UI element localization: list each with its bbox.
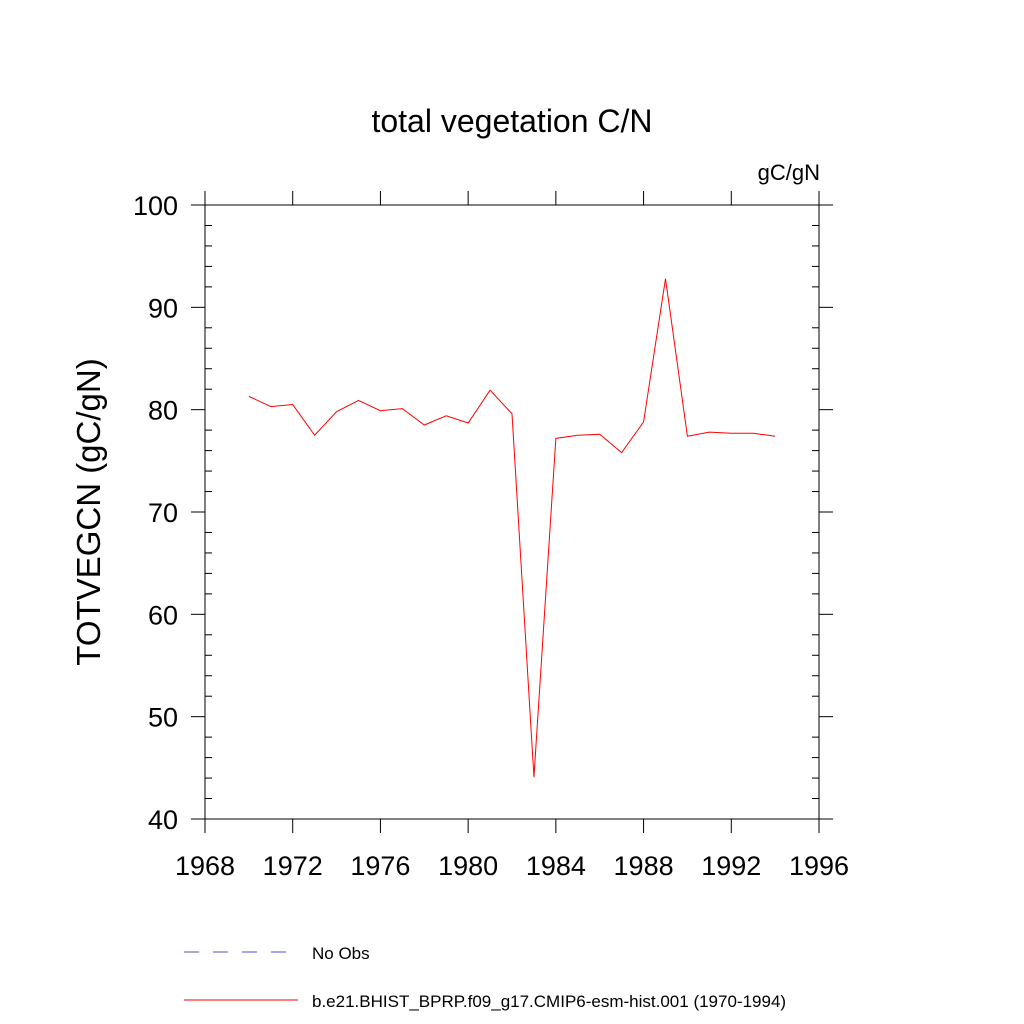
y-tick-label: 50 <box>148 703 178 733</box>
legend-label: b.e21.BHIST_BPRP.f09_g17.CMIP6-esm-hist.… <box>312 992 786 1011</box>
x-tick-label: 1980 <box>438 851 498 881</box>
series-layer <box>248 278 776 778</box>
chart-title: total vegetation C/N <box>371 103 652 139</box>
series-line <box>248 278 776 778</box>
legend-label: No Obs <box>312 944 370 963</box>
y-tick-label: 90 <box>148 293 178 323</box>
units-label: gC/gN <box>758 160 820 185</box>
x-tick-label: 1992 <box>701 851 761 881</box>
plot-frame <box>204 204 820 820</box>
y-axis-label: TOTVEGCN (gC/gN) <box>70 358 107 665</box>
y-tick-label: 70 <box>148 498 178 528</box>
x-tick-label: 1984 <box>526 851 586 881</box>
y-tick-label: 80 <box>148 396 178 426</box>
x-tick-label: 1968 <box>175 851 235 881</box>
x-tick-label: 1996 <box>789 851 849 881</box>
x-tick-label: 1972 <box>263 851 323 881</box>
ticks: 1968 1972 1976 1980 1984 1988 1992 1996 40 50 60 70… <box>133 191 849 881</box>
x-tick-label: 1988 <box>614 851 674 881</box>
legend: No Obs b.e21.BHIST_BPRP.f09_g17.CMIP6-esm… <box>184 944 786 1011</box>
y-tick-label: 40 <box>148 805 178 835</box>
y-tick-label: 60 <box>148 600 178 630</box>
x-tick-label: 1976 <box>350 851 410 881</box>
y-tick-label: 100 <box>133 191 178 221</box>
